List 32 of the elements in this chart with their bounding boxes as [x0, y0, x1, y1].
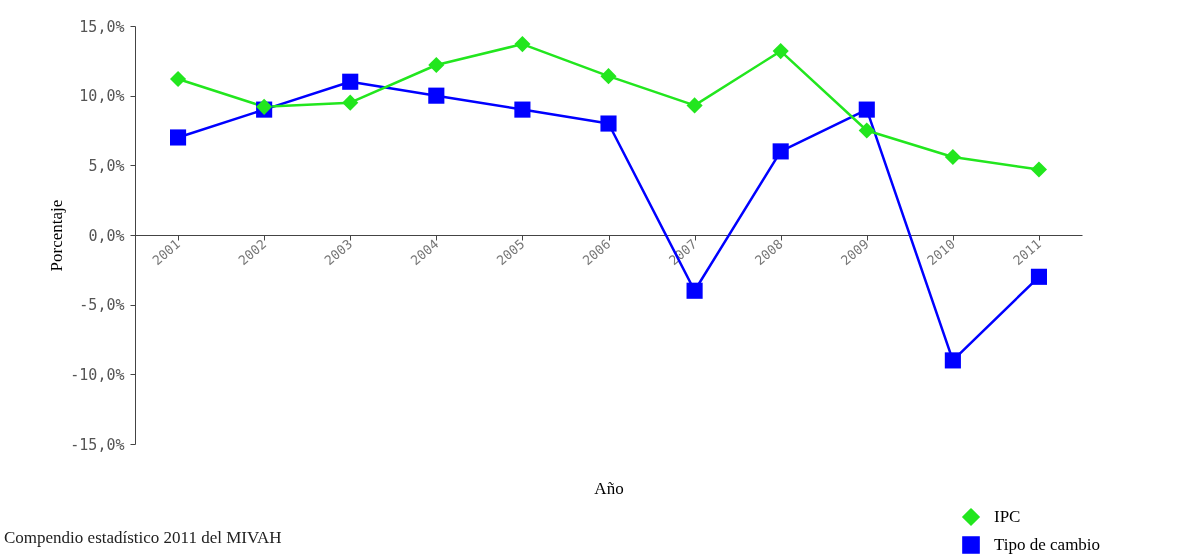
point — [772, 43, 789, 60]
y-tick-label: 10,0% — [79, 87, 125, 106]
point — [169, 70, 187, 88]
point — [1030, 268, 1048, 285]
point — [342, 94, 359, 111]
y-tick-label: 15,0% — [79, 17, 125, 36]
point — [514, 36, 531, 53]
legend-label: IPC — [994, 507, 1021, 526]
legend-label: Tipo de cambio — [994, 535, 1101, 554]
point — [944, 148, 961, 166]
point — [686, 282, 703, 299]
point — [944, 352, 961, 369]
point — [858, 122, 875, 139]
y-tick-label: -10,0% — [70, 365, 125, 384]
point — [600, 115, 617, 132]
point — [1030, 161, 1048, 178]
y-axis-title: Porcentaje — [47, 199, 67, 272]
point — [772, 143, 789, 160]
point — [169, 129, 187, 146]
y-tick-label: 5,0% — [88, 156, 125, 175]
point — [858, 101, 875, 118]
point — [428, 56, 445, 74]
point — [514, 101, 531, 118]
y-tick-label: -15,0% — [70, 435, 125, 454]
point — [342, 73, 359, 90]
y-tick-label: -5,0% — [79, 296, 125, 315]
point — [428, 87, 445, 104]
point — [600, 68, 617, 85]
y-tick-label: 0,0% — [88, 226, 125, 245]
text: Compendio estadístico 2011 del MIVAH — [4, 528, 282, 548]
point — [686, 97, 703, 114]
x-axis-title: Año — [594, 478, 624, 498]
